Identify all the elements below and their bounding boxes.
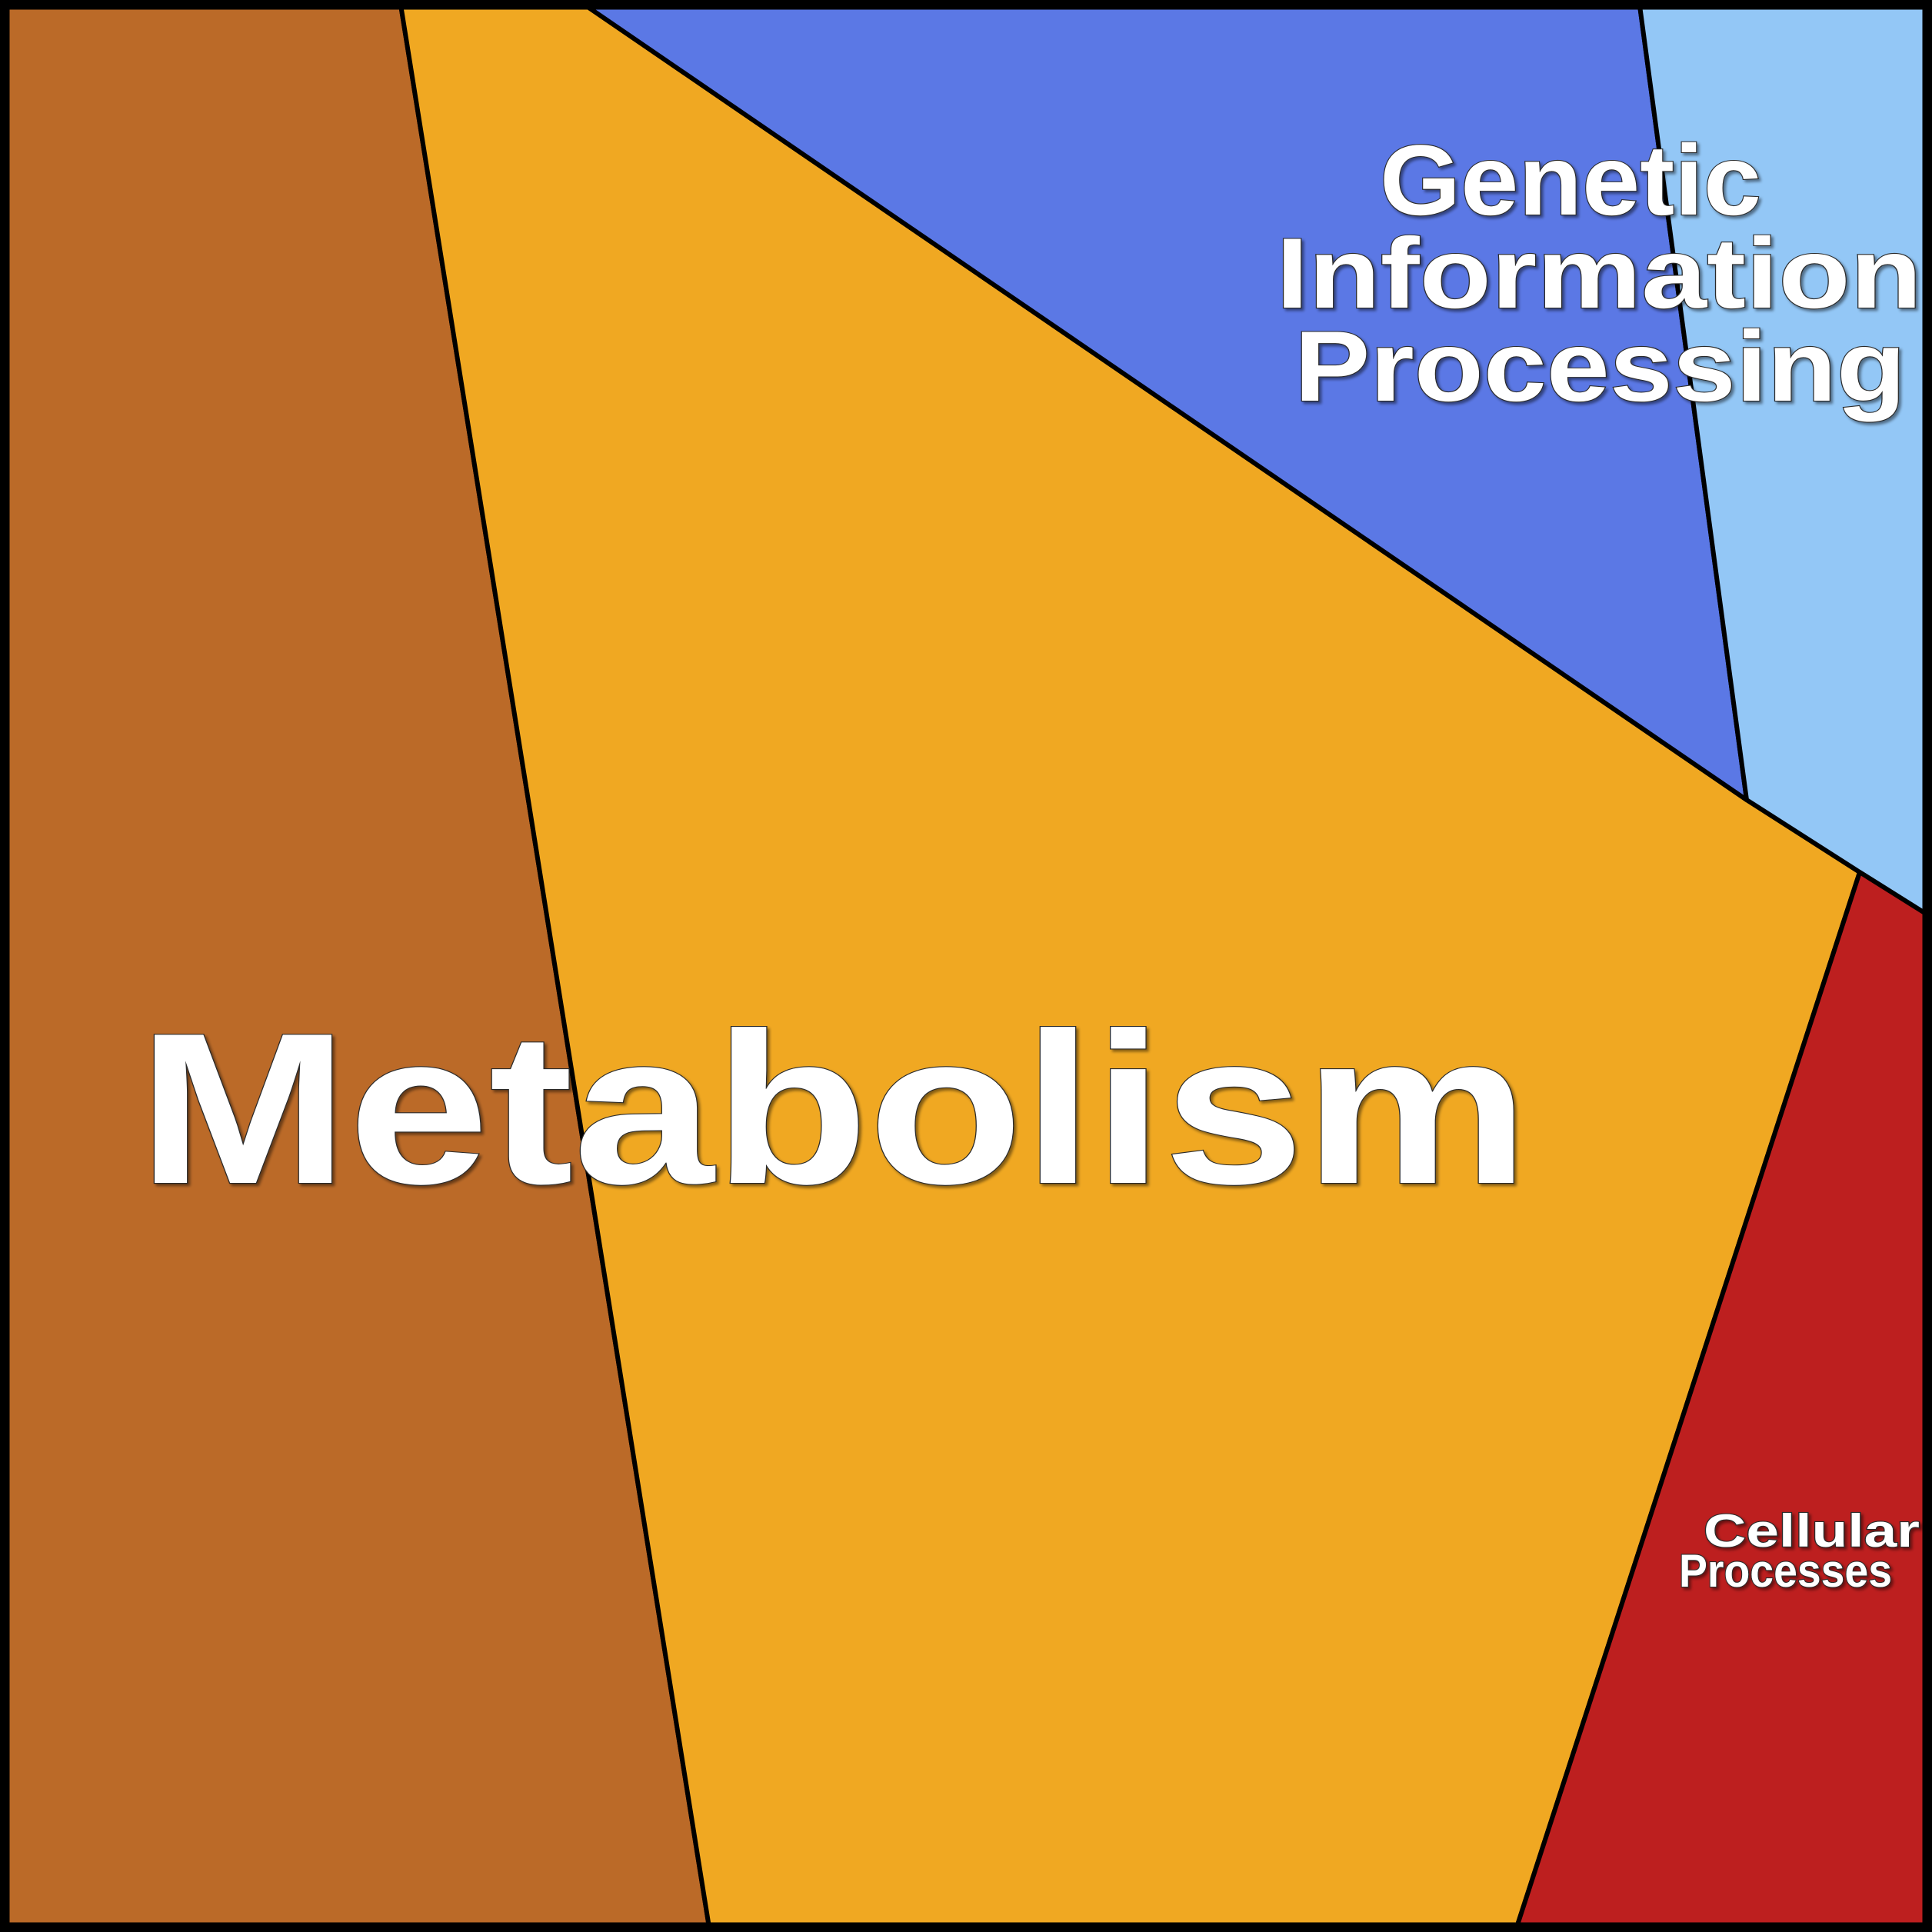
svg-text:Processing: Processing	[1294, 310, 1906, 422]
svg-text:Processes: Processes	[1679, 1545, 1892, 1597]
svg-text:Metabolism: Metabolism	[138, 989, 1529, 1229]
